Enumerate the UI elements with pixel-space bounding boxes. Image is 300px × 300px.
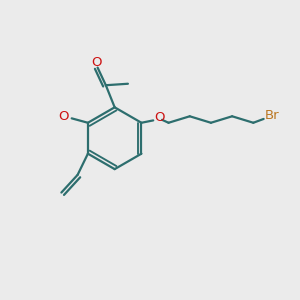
Text: O: O bbox=[91, 56, 101, 69]
Text: Br: Br bbox=[265, 110, 279, 122]
Text: O: O bbox=[58, 110, 69, 123]
Text: O: O bbox=[154, 111, 164, 124]
